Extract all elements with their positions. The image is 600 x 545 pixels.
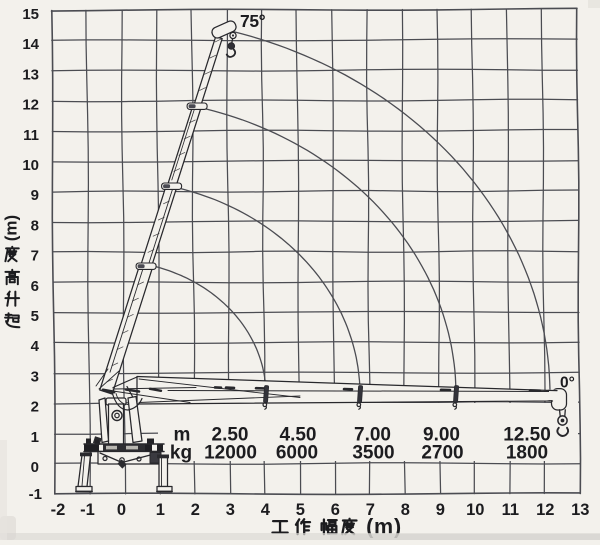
svg-text:75°: 75° bbox=[240, 11, 266, 31]
svg-text:12: 12 bbox=[536, 501, 554, 519]
svg-text:10: 10 bbox=[466, 501, 484, 519]
svg-text:1: 1 bbox=[31, 429, 39, 446]
svg-text:10: 10 bbox=[22, 157, 39, 174]
svg-text:3500: 3500 bbox=[352, 443, 394, 464]
svg-text:4: 4 bbox=[261, 501, 271, 519]
svg-text:4: 4 bbox=[31, 338, 40, 355]
svg-text:6: 6 bbox=[331, 501, 340, 519]
svg-text:13: 13 bbox=[571, 501, 589, 519]
svg-text:kg: kg bbox=[170, 443, 192, 464]
svg-text:8: 8 bbox=[31, 217, 39, 234]
svg-text:-2: -2 bbox=[51, 501, 66, 519]
svg-text:1800: 1800 bbox=[506, 443, 548, 464]
svg-text:8: 8 bbox=[401, 501, 410, 519]
svg-text:3: 3 bbox=[226, 501, 235, 519]
svg-text:2: 2 bbox=[191, 501, 200, 519]
svg-text:13: 13 bbox=[22, 66, 39, 83]
svg-text:3: 3 bbox=[31, 368, 39, 385]
svg-text:7: 7 bbox=[31, 248, 39, 265]
svg-text:2: 2 bbox=[31, 399, 39, 416]
svg-text:12: 12 bbox=[22, 97, 39, 114]
svg-text:9: 9 bbox=[31, 187, 39, 204]
svg-text:6000: 6000 bbox=[276, 443, 318, 464]
svg-text:0: 0 bbox=[117, 501, 126, 519]
svg-text:1: 1 bbox=[156, 501, 165, 519]
svg-text:-1: -1 bbox=[80, 501, 95, 519]
svg-text:6: 6 bbox=[31, 278, 39, 295]
svg-text:15: 15 bbox=[22, 6, 39, 23]
svg-text:0: 0 bbox=[31, 459, 39, 476]
svg-text:5: 5 bbox=[31, 308, 39, 325]
svg-text:14: 14 bbox=[22, 36, 39, 53]
svg-text:5: 5 bbox=[296, 501, 305, 519]
svg-text:9: 9 bbox=[436, 501, 445, 519]
svg-text:11: 11 bbox=[502, 501, 519, 519]
svg-text:11: 11 bbox=[23, 127, 39, 144]
svg-text:0°: 0° bbox=[560, 375, 575, 392]
svg-text:2700: 2700 bbox=[421, 443, 463, 464]
svg-text:(m): (m) bbox=[2, 215, 21, 241]
svg-text:-1: -1 bbox=[29, 486, 42, 503]
svg-text:12000: 12000 bbox=[204, 443, 257, 464]
